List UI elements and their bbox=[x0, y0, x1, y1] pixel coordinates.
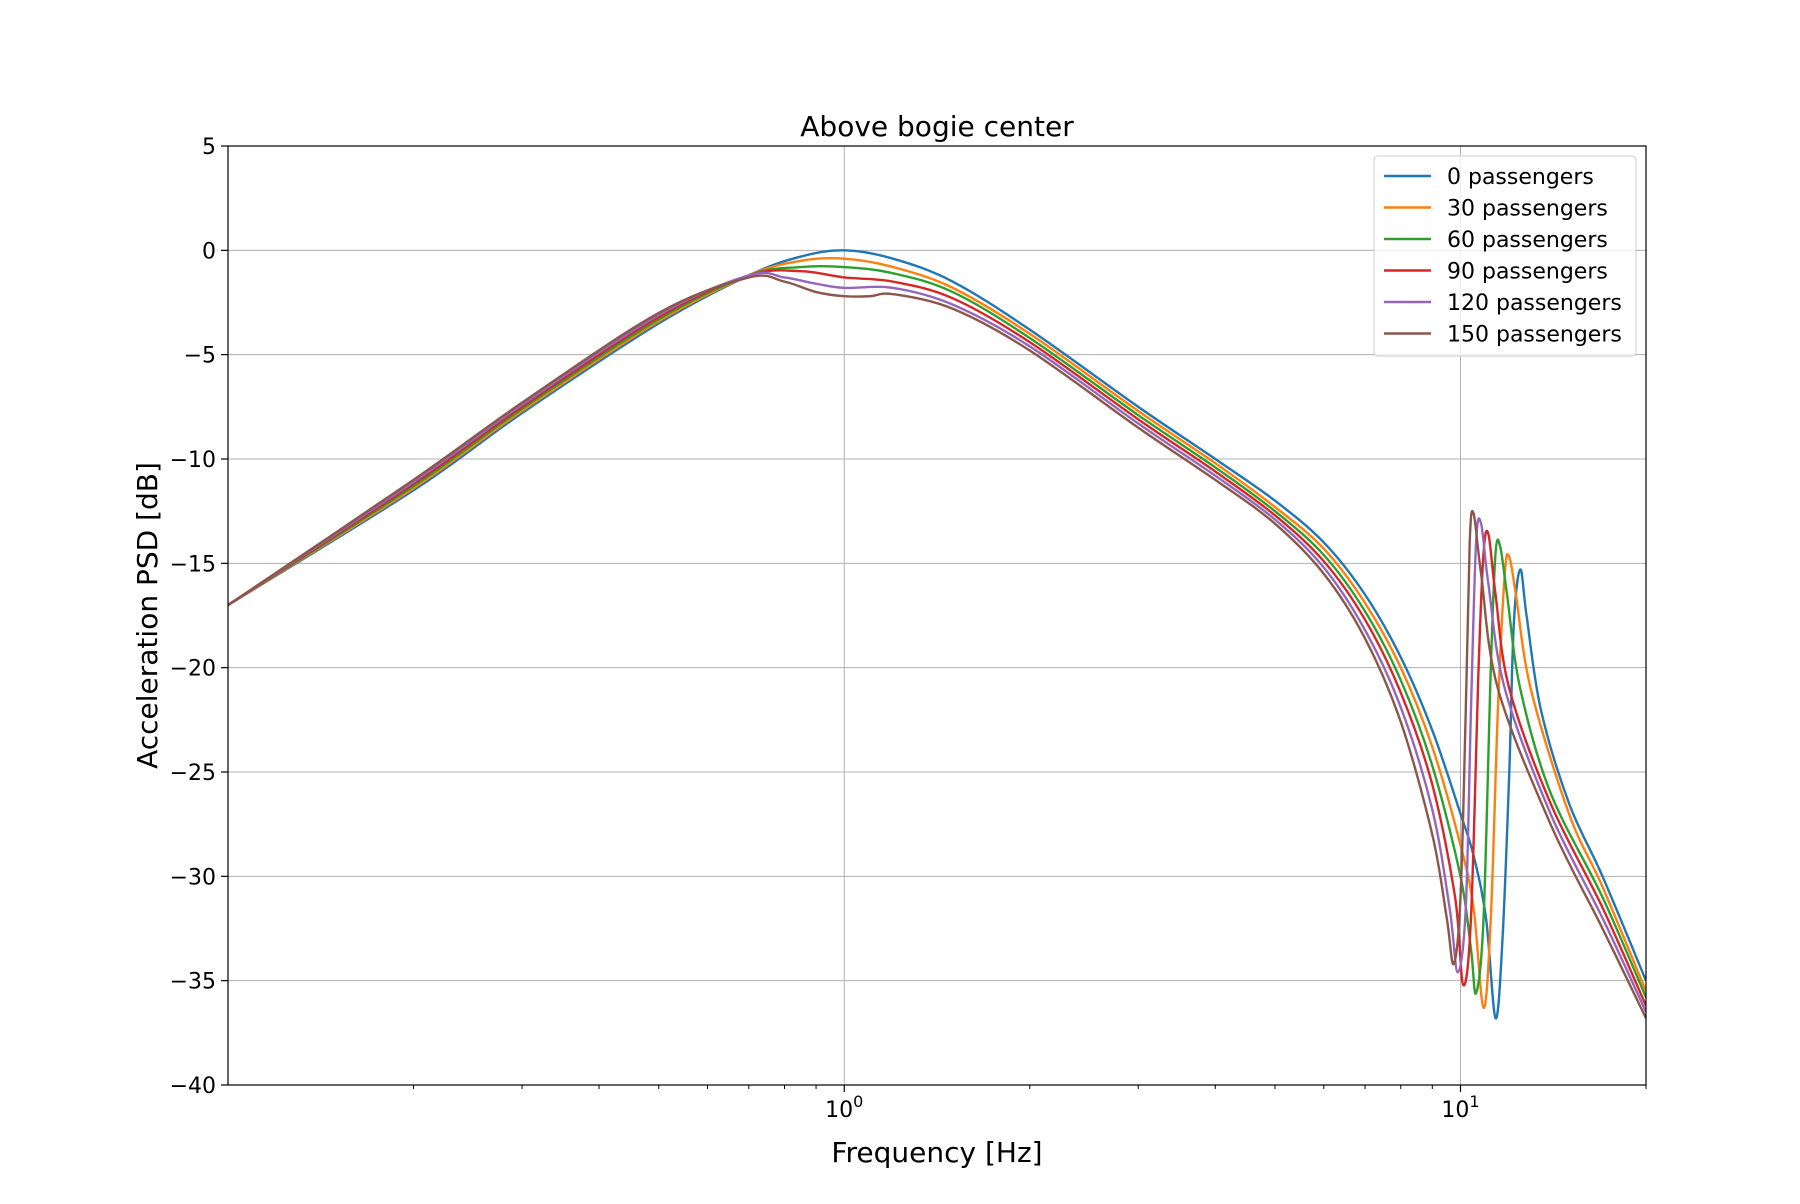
legend-label-4: 120 passengers bbox=[1447, 291, 1622, 316]
legend: 0 passengers 30 passengers 60 passengers 90… bbox=[1373, 155, 1637, 357]
legend-label-0: 0 passengers bbox=[1447, 165, 1594, 190]
y-tick-label: 0 bbox=[202, 239, 216, 264]
ticks: 5 0 −5 −10 −15 −20 −25 −30 −35 −40 100 101 bbox=[170, 135, 1647, 1123]
series-line-5 bbox=[228, 274, 1646, 1019]
legend-label-3: 90 passengers bbox=[1447, 260, 1608, 285]
series-lines bbox=[228, 249, 1646, 1020]
x-tick-label: 100 bbox=[825, 1092, 863, 1123]
series-line-4 bbox=[228, 271, 1646, 1013]
y-axis-label: Acceleration PSD [dB] bbox=[131, 462, 164, 769]
legend-label-2: 60 passengers bbox=[1447, 228, 1608, 253]
plot-frame bbox=[227, 145, 1647, 1086]
y-tick-label: −40 bbox=[170, 1074, 216, 1099]
y-tick-label: −20 bbox=[170, 657, 216, 682]
x-tick-label: 101 bbox=[1441, 1092, 1479, 1123]
y-tick-label: −35 bbox=[170, 970, 216, 995]
y-tick-label: −15 bbox=[170, 552, 216, 577]
legend-label-5: 150 passengers bbox=[1447, 323, 1622, 348]
y-tick-label: −25 bbox=[170, 761, 216, 786]
x-axis-label: Frequency [Hz] bbox=[831, 1136, 1042, 1169]
y-tick-label: −5 bbox=[184, 344, 216, 369]
legend-label-1: 30 passengers bbox=[1447, 197, 1608, 222]
y-tick-label: −10 bbox=[170, 448, 216, 473]
legend-box bbox=[1373, 155, 1637, 357]
y-tick-label: 5 bbox=[202, 135, 216, 160]
chart-title: Above bogie center bbox=[800, 110, 1074, 143]
y-tick-label: −30 bbox=[170, 865, 216, 890]
